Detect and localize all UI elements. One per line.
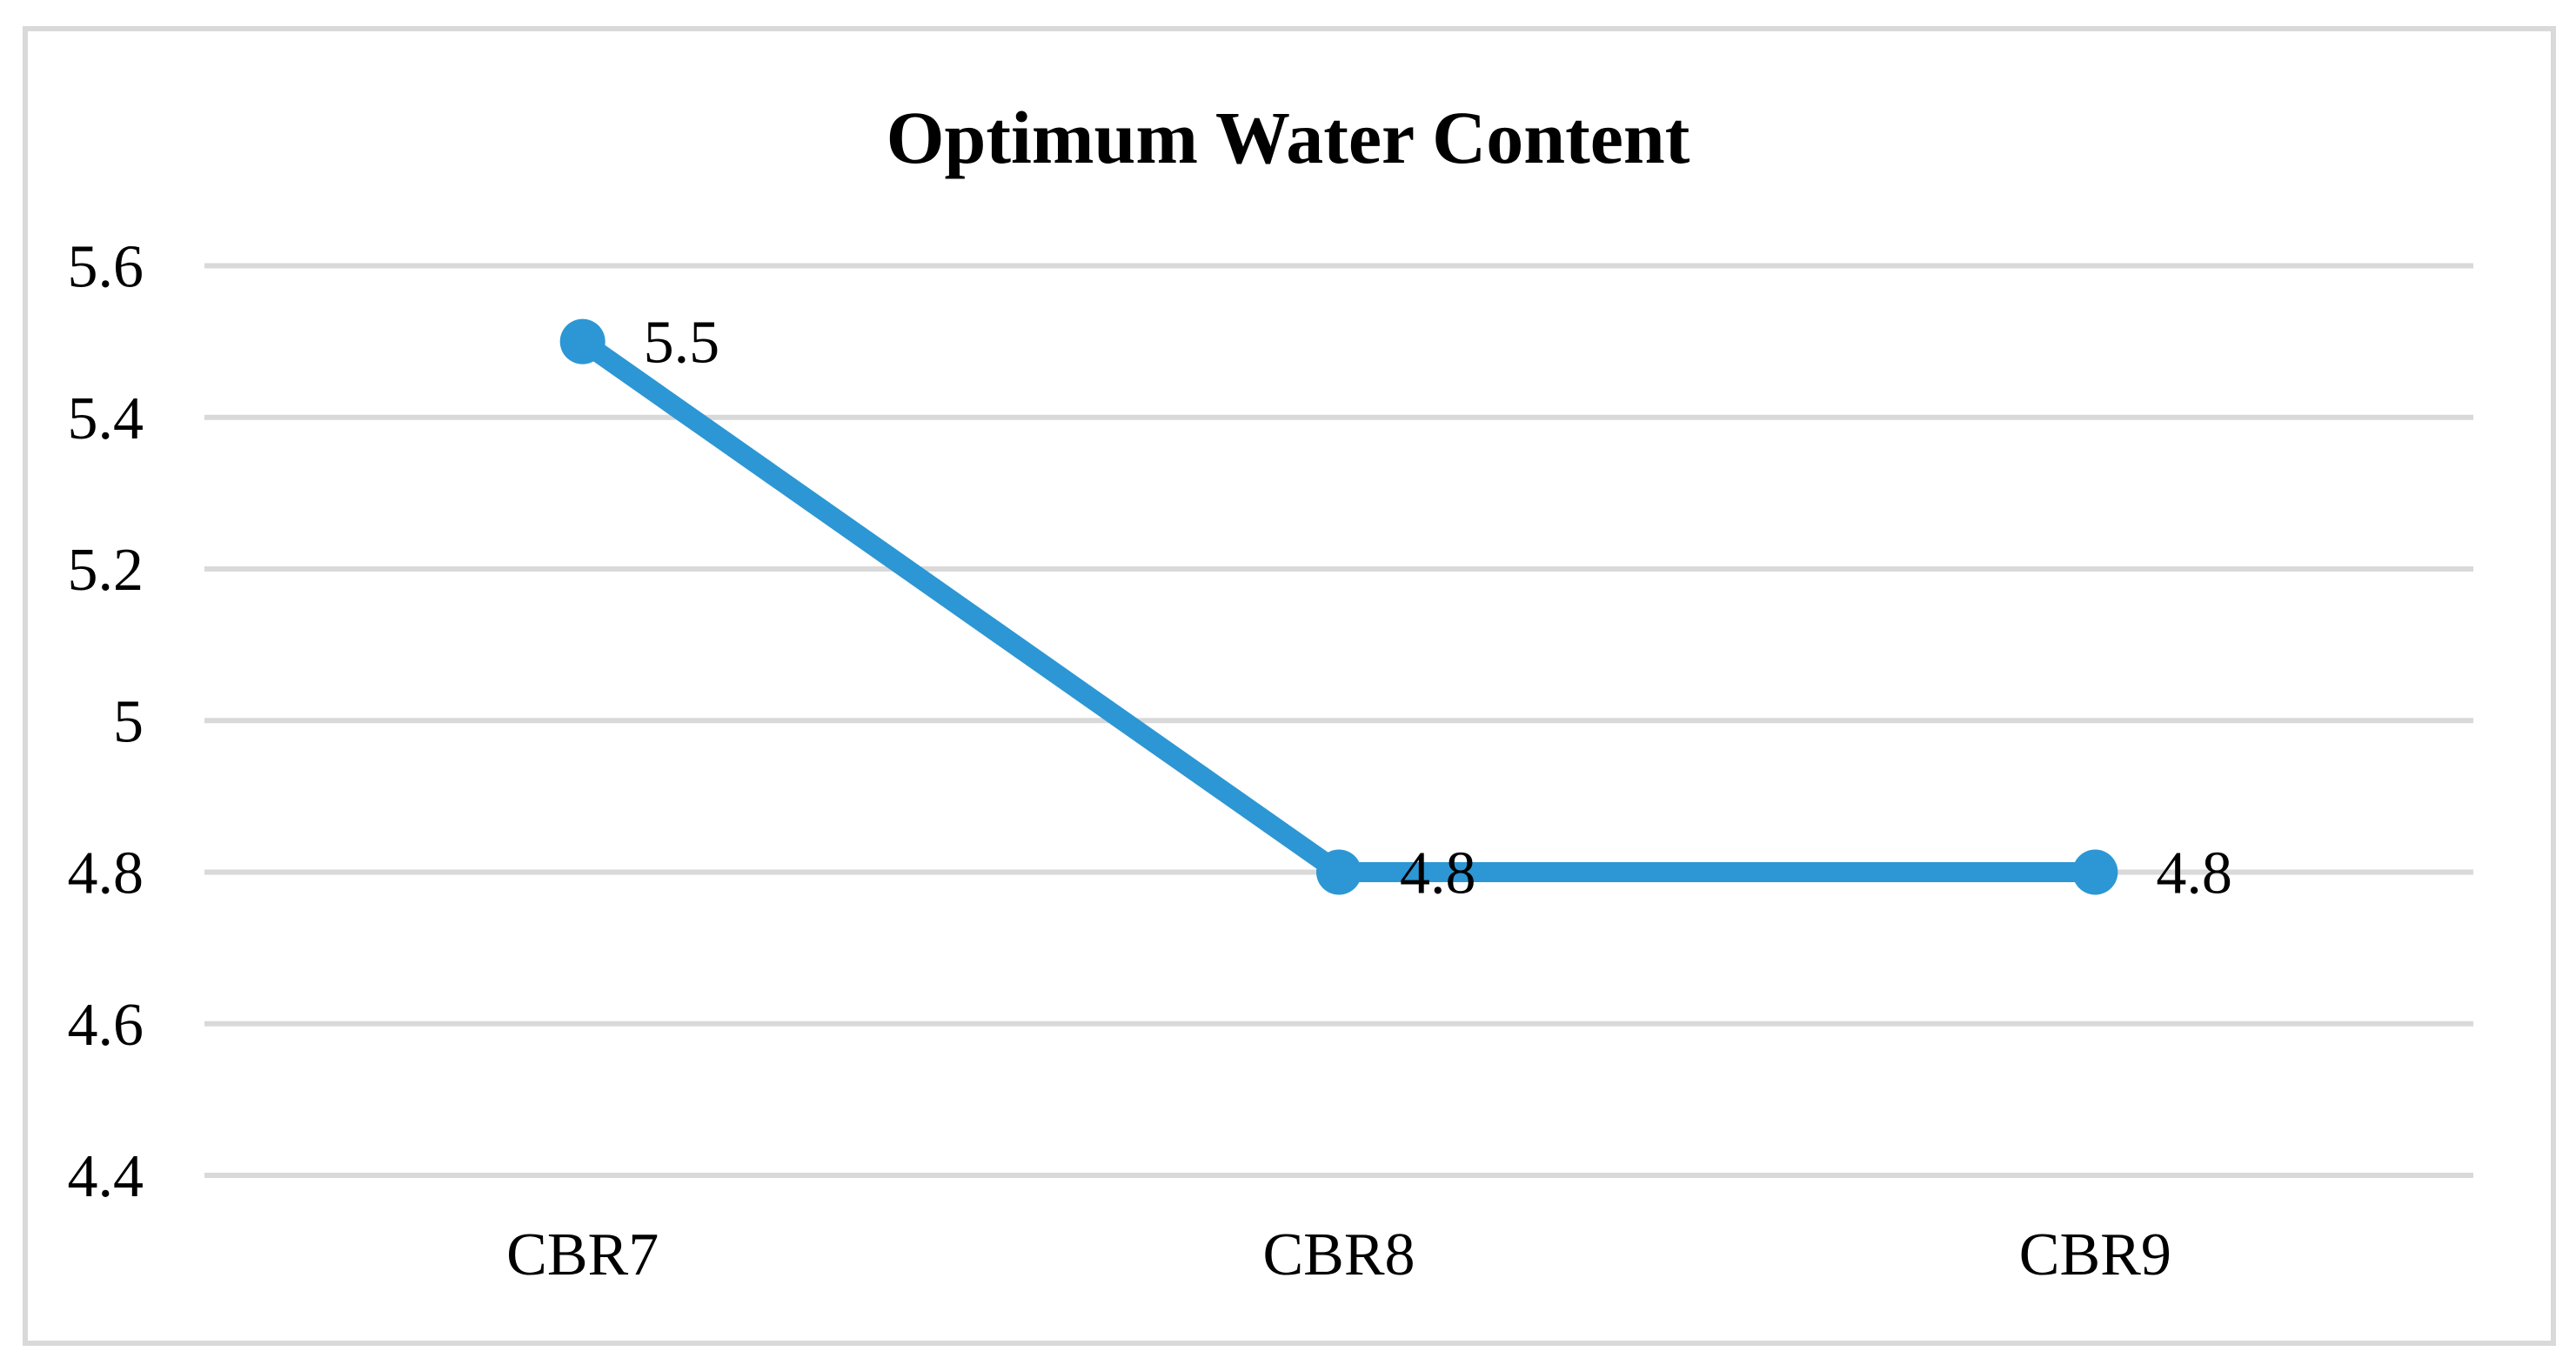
- y-axis-tick-label: 4.6: [68, 992, 144, 1059]
- data-point-label: 5.5: [644, 310, 720, 377]
- data-point-marker: [2072, 849, 2118, 895]
- y-axis-tick-label: 4.8: [68, 840, 144, 907]
- x-axis-category-label: CBR8: [1262, 1221, 1415, 1288]
- y-axis-tick-label: 5.4: [68, 385, 144, 452]
- y-axis-tick-label: 4.4: [68, 1143, 144, 1210]
- chart-border: [23, 26, 2556, 1346]
- series-line: [572, 331, 2105, 882]
- x-axis-category-label: CBR7: [506, 1221, 659, 1288]
- x-axis-category-label: CBR9: [2019, 1221, 2171, 1288]
- y-axis-tick-label: 5.6: [68, 234, 144, 301]
- data-point-label: 4.8: [1400, 840, 1476, 907]
- data-point-label: 4.8: [2156, 840, 2232, 907]
- data-point-marker: [1316, 849, 1362, 895]
- y-axis-tick-label: 5: [113, 688, 144, 755]
- data-point-marker: [559, 318, 606, 365]
- chart-title: Optimum Water Content: [886, 96, 1690, 179]
- y-axis-tick-label: 5.2: [68, 537, 144, 604]
